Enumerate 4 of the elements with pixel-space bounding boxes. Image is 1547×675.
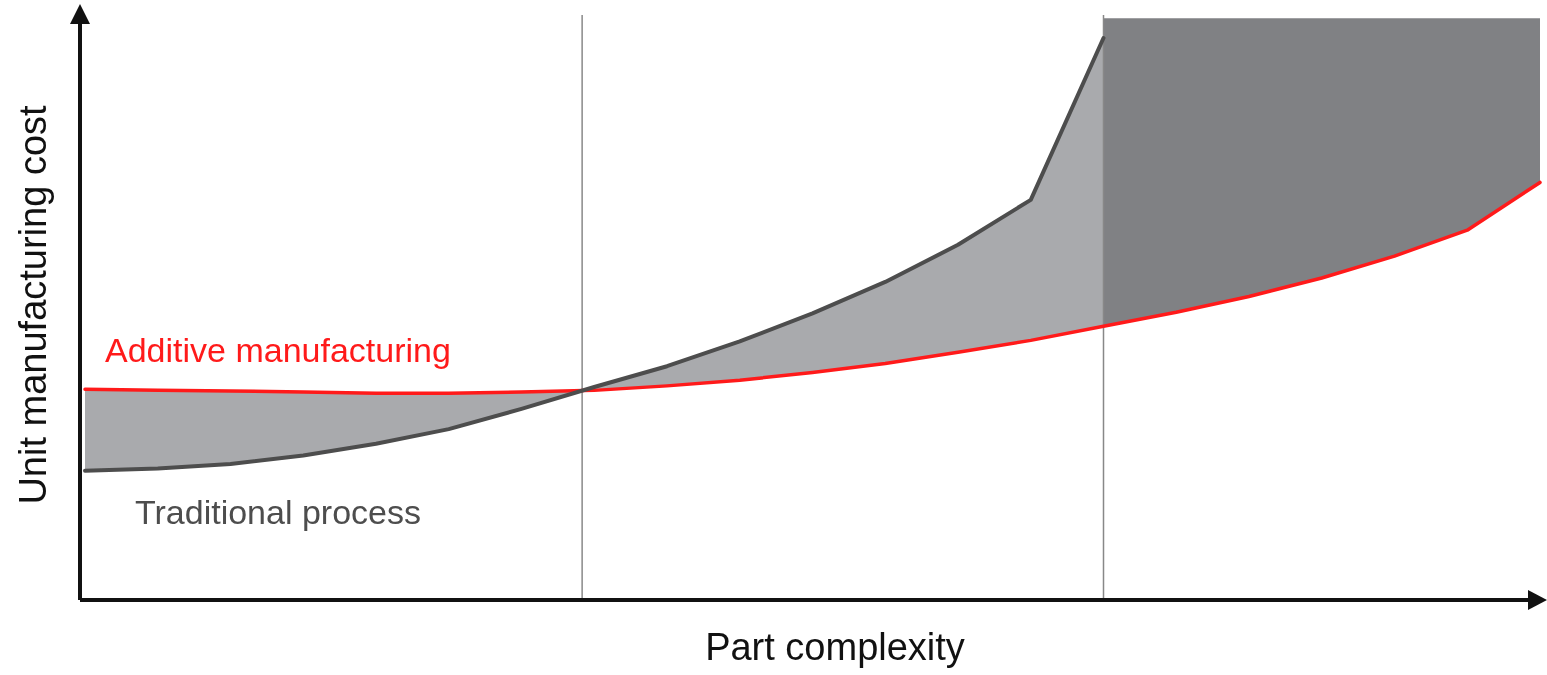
series-label: Additive manufacturing (105, 331, 451, 369)
y-axis-title: Unit manufacturing cost (12, 104, 54, 505)
series-label: Traditional process (135, 493, 421, 531)
x-axis-title: Part complexity (705, 626, 965, 668)
